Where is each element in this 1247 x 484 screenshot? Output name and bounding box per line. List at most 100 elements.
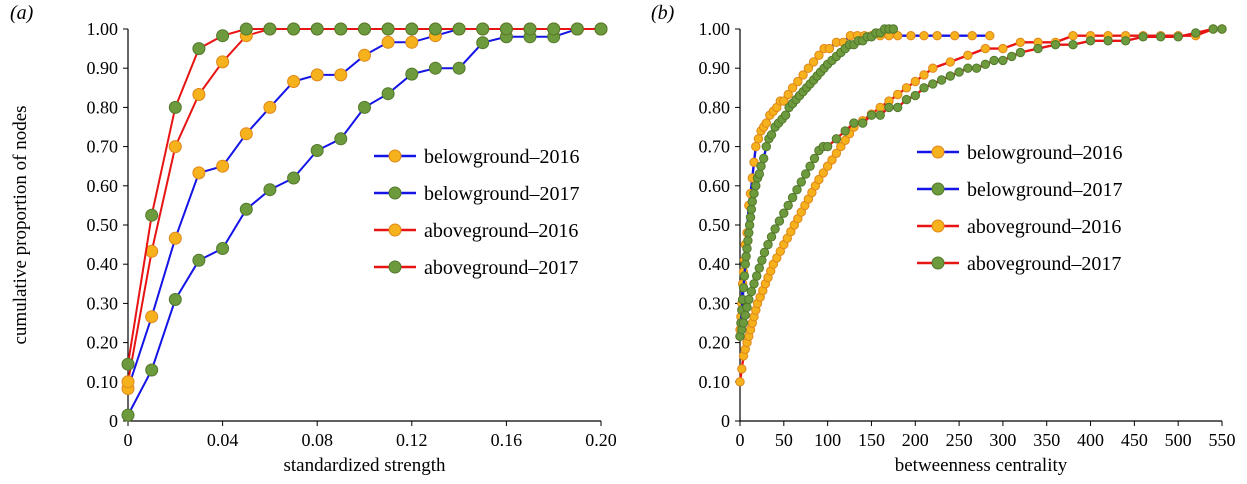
data-point [145,208,159,222]
data-point [796,177,806,187]
x-tick-label: 0 [124,430,133,450]
y-tick-label: 0.90 [699,58,731,78]
data-point [787,192,798,203]
panel-label: (b) [651,2,675,24]
y-tick-label: 0.40 [699,254,731,274]
legend: belowground–2016 belowground–2017 abovegro… [374,146,580,279]
data-point [759,153,769,164]
data-point [840,126,850,136]
x-tick-label: 0.20 [585,430,617,450]
data-point [980,59,991,70]
data-point [753,134,764,144]
data-point [910,76,920,87]
data-point [792,185,802,195]
data-point [168,293,182,306]
data-point [745,212,756,222]
data-point [809,153,820,164]
y-tick-label: 0.50 [699,215,731,235]
data-point [866,110,877,120]
x-tick-label: 50 [775,430,793,450]
data-point [793,76,803,87]
data-point [452,61,466,75]
chart-panel-b: (b) 0 0.10 0.20 0.30 0.40 0.50 0.60 0.70 0.80 0.90… [651,2,1236,476]
data-point [893,89,903,100]
data-point [954,67,964,77]
data-point [824,43,835,54]
data-point [216,242,230,255]
data-point [749,188,759,199]
data-point [763,239,773,250]
data-point [783,200,793,211]
data-point [358,48,371,62]
data-point [239,22,253,36]
data-point [875,110,885,120]
legend-swatch-marker [388,186,402,200]
data-point [1068,40,1078,50]
data-point [840,135,850,146]
x-tick-label: 550 [1209,430,1236,450]
data-point [263,22,277,36]
y-tick-label: 0.20 [699,333,731,353]
data-point [1033,43,1043,54]
data-point [818,168,828,178]
x-tick-label: 0 [736,430,745,450]
data-point [405,67,419,81]
x-tick-label: 400 [1077,430,1104,450]
data-point [971,63,982,73]
data-point [787,83,798,93]
x-tick-label: 500 [1165,430,1192,450]
data-point [766,232,777,242]
data-point [1208,24,1218,34]
data-point [739,271,750,281]
x-tick-label: 250 [946,430,973,450]
legend-swatch-marker [931,256,945,270]
data-point [831,134,842,144]
series-belowground-2017 [121,22,608,422]
data-point [121,357,135,371]
data-point [476,36,490,50]
data-point [1085,36,1096,46]
data-point [901,94,912,105]
data-point [145,310,159,324]
data-point [766,130,777,140]
data-point [910,90,920,101]
data-point [428,22,442,36]
data-point [216,29,230,43]
data-point [919,31,929,41]
data-point [1120,36,1131,46]
legend-label: belowground–2017 [424,183,580,205]
data-point [428,61,442,75]
data-point [919,83,929,93]
x-tick-label: 450 [1121,430,1148,450]
data-point [928,63,938,73]
legend-label: belowground–2016 [967,142,1123,164]
data-point [884,102,894,113]
data-point [928,79,938,89]
data-point [523,22,537,36]
data-point [1103,36,1113,46]
data-point [989,55,999,66]
data-point [381,87,395,101]
y-tick-label: 0.30 [699,293,731,313]
data-point [1156,32,1166,42]
data-point [932,31,942,41]
data-point [738,283,749,293]
legend-swatch-marker [388,149,402,163]
x-tick-label: 350 [1033,430,1060,450]
data-point [287,75,301,88]
legend: belowground–2016 belowground–2017 abovegro… [917,142,1123,275]
data-point [405,35,419,49]
data-point [476,22,490,36]
series-aboveground-2017 [735,24,1227,341]
data-point [1050,40,1061,50]
data-point [746,286,757,297]
data-point [779,208,789,218]
y-tick-label: 0 [109,411,118,431]
chart-panel-a: (a) 0 0.10 0.20 0.30 0.40 0.50 0.60 0.70 0.80 0.90… [10,2,617,476]
series-aboveground-2016 [121,22,608,389]
data-point [998,43,1008,54]
data-point [168,100,182,114]
data-point [1068,31,1078,41]
data-point [779,96,789,106]
